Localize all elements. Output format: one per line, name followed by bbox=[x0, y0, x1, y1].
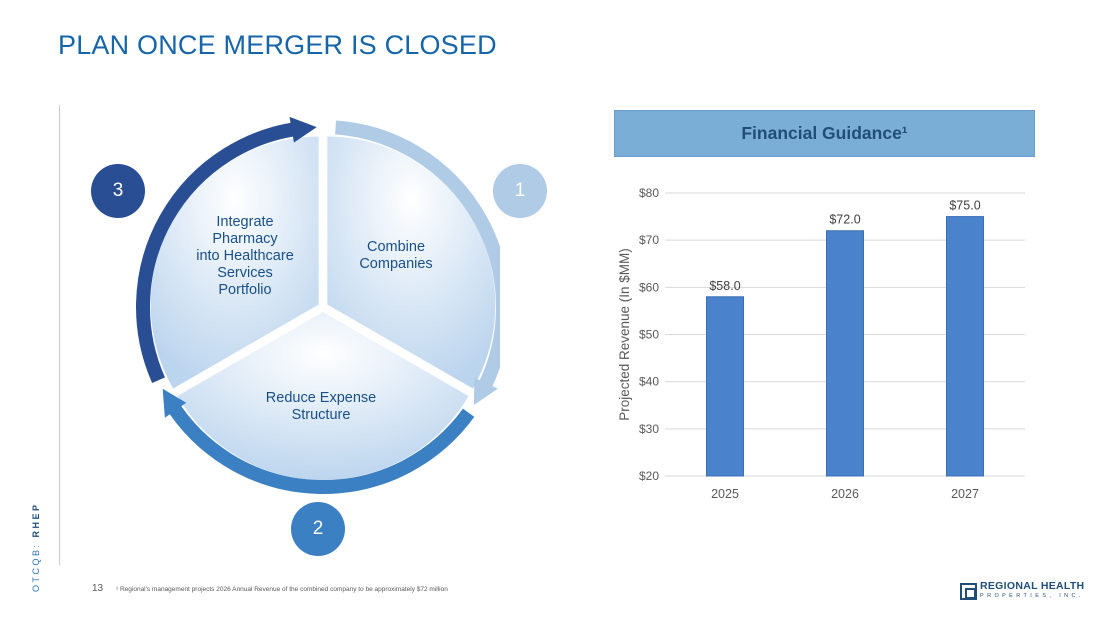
step-3-wedge bbox=[150, 136, 319, 389]
y-tick-label: $70 bbox=[639, 233, 659, 247]
step-3-label-line: into Healthcare bbox=[196, 248, 294, 264]
bar-2027 bbox=[946, 216, 984, 477]
bar-2026 bbox=[826, 230, 864, 477]
step-1-badge: 1 bbox=[493, 164, 547, 218]
step-3-label-line: Integrate bbox=[216, 214, 274, 230]
y-tick-label: $30 bbox=[639, 422, 659, 436]
data-label: $58.0 bbox=[709, 279, 740, 293]
y-tick-label: $50 bbox=[639, 328, 659, 342]
step-1-label: Combine Companies bbox=[338, 239, 454, 273]
cycle-diagram bbox=[136, 116, 500, 494]
y-tick-label: $60 bbox=[639, 280, 659, 294]
x-tick-label: 2026 bbox=[831, 487, 859, 501]
step-3-badge: 3 bbox=[91, 164, 145, 218]
step-2-label: Reduce Expense Structure bbox=[246, 390, 396, 424]
ticker-prefix: OTCQB: bbox=[31, 537, 41, 592]
step-2-arrow bbox=[164, 398, 475, 494]
y-axis-label: Projected Revenue (In $MM) bbox=[617, 248, 632, 421]
x-tick-label: 2027 bbox=[951, 487, 979, 501]
step-3-label-line: Pharmacy bbox=[212, 231, 278, 247]
revenue-bar-chart: $20 $30 $40 $50 $60 $70 $80 $58.0 2025 $72.0 2026 $… bbox=[617, 186, 1025, 501]
data-label: $72.0 bbox=[829, 213, 860, 227]
step-1-wedge bbox=[327, 136, 496, 389]
company-logo: REGIONAL HEALTH PROPERTIES, INC. bbox=[960, 581, 1084, 601]
logo-name: REGIONAL HEALTH bbox=[980, 580, 1085, 592]
logo-mark-icon bbox=[960, 582, 977, 600]
step-2-label-line: Reduce Expense bbox=[265, 390, 377, 406]
data-label: $75.0 bbox=[949, 199, 980, 213]
ticker-label: OTCQB: RHEP bbox=[31, 502, 45, 592]
step-2-arrow-head bbox=[162, 388, 187, 418]
vertical-divider bbox=[59, 105, 60, 565]
y-tick-label: $40 bbox=[639, 375, 659, 389]
step-3-arrow bbox=[136, 121, 302, 384]
step-3-arrow-head bbox=[289, 116, 317, 143]
step-3-label: Integrate Pharmacy into Healthcare Servi… bbox=[180, 214, 310, 299]
step-1-label-line: Companies bbox=[359, 256, 433, 272]
y-tick-label: $20 bbox=[639, 469, 659, 483]
step-1-arrow bbox=[335, 120, 500, 395]
cycle-arrows bbox=[136, 116, 500, 494]
step-2-wedge bbox=[177, 312, 469, 480]
step-1-label-line: Combine bbox=[366, 239, 426, 255]
logo-text: REGIONAL HEALTH PROPERTIES, INC. bbox=[980, 581, 1084, 601]
logo-subtitle: PROPERTIES, INC. bbox=[980, 593, 1084, 599]
step-2-label-line: Structure bbox=[291, 407, 351, 423]
step-2-badge: 2 bbox=[291, 502, 345, 556]
cycle-wedges bbox=[150, 136, 496, 480]
bar-2025 bbox=[706, 296, 744, 477]
footnote: ¹ Regional's management projects 2026 An… bbox=[116, 586, 448, 593]
step-3-label-line: Services bbox=[217, 265, 273, 281]
step-1-arrow-head bbox=[473, 377, 498, 406]
ticker-symbol: RHEP bbox=[31, 502, 41, 538]
slide-title: PLAN ONCE MERGER IS CLOSED bbox=[58, 30, 497, 60]
step-3-label-line: Portfolio bbox=[218, 282, 272, 298]
financial-guidance-header: Financial Guidance¹ bbox=[614, 110, 1035, 157]
x-tick-label: 2025 bbox=[711, 487, 739, 501]
y-tick-label: $80 bbox=[639, 186, 659, 200]
page-number: 13 bbox=[92, 583, 104, 594]
